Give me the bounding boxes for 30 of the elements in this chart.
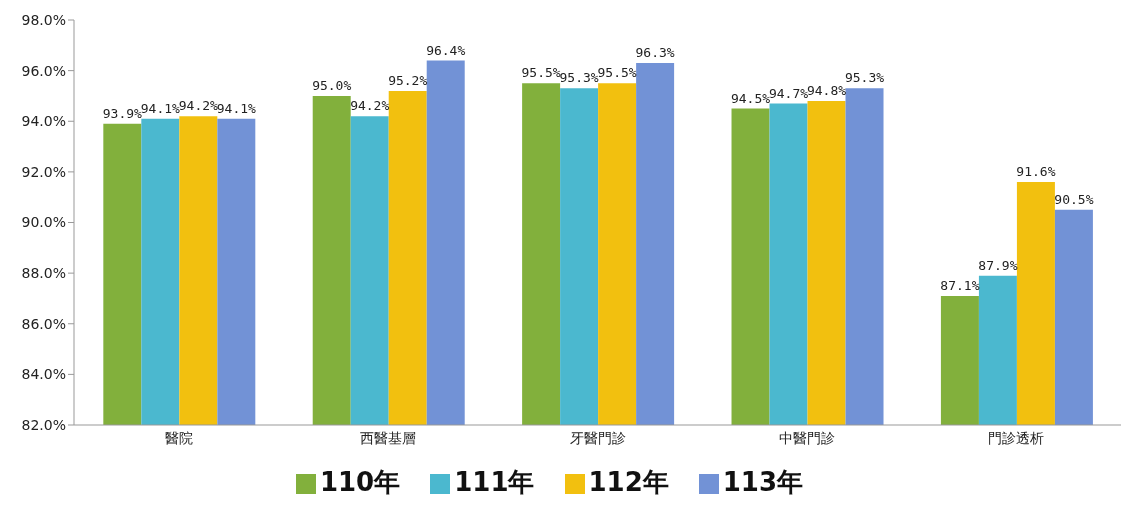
y-tick-label: 96.0% [21,62,66,79]
y-tick-label: 84.0% [21,366,66,383]
data-label: 90.5% [1054,191,1094,207]
data-label: 91.6% [1016,164,1056,179]
data-label: 95.0% [312,77,352,93]
legend-label: 110年 [319,467,401,497]
data-label: 95.3% [559,70,599,86]
data-label: 94.1% [216,100,257,116]
x-tick-label: 中醫門診 [778,429,835,446]
x-tick-label: 醫院 [164,429,193,446]
y-tick-label: 82.0% [21,416,66,433]
data-label: 96.3% [635,45,675,61]
data-label: 94.5% [730,90,771,106]
data-label: 95.5% [521,65,561,81]
x-tick-label: 牙醫門診 [569,429,626,446]
x-tick-label: 門診透析 [988,429,1045,446]
y-tick-label: 98.0% [21,11,66,28]
legend-label: 112年 [588,467,669,497]
data-label: 95.3% [844,70,885,86]
y-tick-label: 92.0% [21,163,66,180]
data-label: 96.4% [426,42,466,58]
legend-label: 113年 [722,467,804,497]
y-tick-label: 88.0% [21,265,66,282]
data-label: 95.2% [388,72,428,88]
y-tick-label: 94.0% [21,113,66,130]
y-tick-label: 86.0% [21,315,66,332]
data-label: 94.2% [350,98,390,114]
y-tick-label: 90.0% [21,214,66,231]
legend-label: 111年 [454,467,535,497]
x-tick-label: 西醫基層 [360,429,417,446]
